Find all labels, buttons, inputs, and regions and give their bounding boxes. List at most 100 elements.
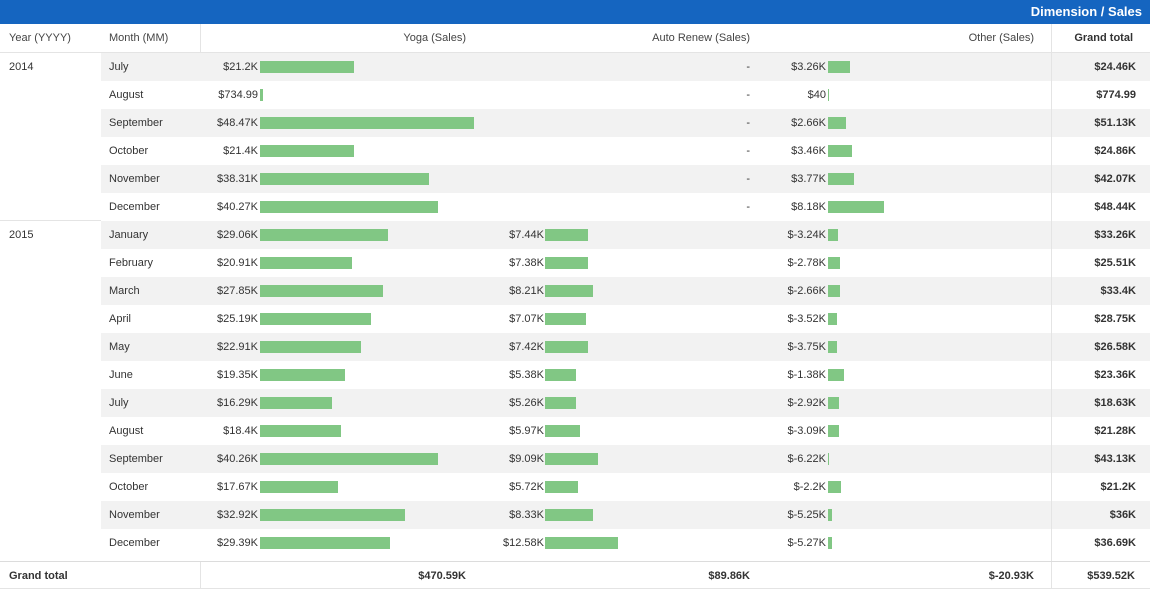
- year-group-divider: [0, 220, 101, 221]
- yoga-sales-value: $17.67K: [217, 481, 258, 493]
- row-background: [101, 445, 1150, 473]
- header-year[interactable]: Year (YYYY): [9, 32, 71, 44]
- table-row[interactable]: August $18.4K $5.97K $-3.09K $21.28K: [0, 417, 1150, 445]
- other-sales-bar: [828, 509, 832, 521]
- auto-renew-sales-bar: [545, 257, 588, 269]
- yoga-sales-bar: [260, 229, 389, 241]
- month-cell: July: [109, 397, 129, 409]
- other-sales-value: $-3.75K: [787, 341, 826, 353]
- row-grand-total: $42.07K: [1094, 173, 1136, 185]
- row-grand-total: $48.44K: [1094, 201, 1136, 213]
- table-row[interactable]: November $32.92K $8.33K $-5.25K $36K: [0, 501, 1150, 529]
- yoga-sales-bar: [260, 201, 438, 213]
- other-sales-bar: [828, 481, 842, 493]
- header-other-sales[interactable]: Other (Sales): [968, 32, 1034, 44]
- table-row[interactable]: December $40.27K - $8.18K $48.44K: [0, 193, 1150, 221]
- row-background: [101, 361, 1150, 389]
- other-sales-value: $-6.22K: [787, 453, 826, 465]
- month-cell: November: [109, 509, 160, 521]
- grand-total-other: $-20.93K: [988, 570, 1034, 582]
- auto-renew-sales-value: -: [746, 145, 750, 157]
- table-row[interactable]: February $20.91K $7.38K $-2.78K $25.51K: [0, 249, 1150, 277]
- other-sales-bar: [828, 173, 854, 185]
- table-row[interactable]: July $16.29K $5.26K $-2.92K $18.63K: [0, 389, 1150, 417]
- other-sales-bar: [828, 257, 840, 269]
- header-grand-total[interactable]: Grand total: [1074, 32, 1133, 44]
- other-sales-value: $-2.2K: [793, 481, 826, 493]
- auto-renew-sales-value: -: [746, 117, 750, 129]
- row-background: [101, 193, 1150, 221]
- month-cell: July: [109, 61, 129, 73]
- table-row[interactable]: November $38.31K - $3.77K $42.07K: [0, 165, 1150, 193]
- table-row[interactable]: March $27.85K $8.21K $-2.66K $33.4K: [0, 277, 1150, 305]
- yoga-sales-bar: [260, 453, 438, 465]
- table-row[interactable]: June $19.35K $5.38K $-1.38K $23.36K: [0, 361, 1150, 389]
- yoga-sales-bar: [260, 425, 342, 437]
- table-row[interactable]: April $25.19K $7.07K $-3.52K $28.75K: [0, 305, 1150, 333]
- yoga-sales-bar: [260, 61, 354, 73]
- month-cell: August: [109, 89, 144, 101]
- auto-renew-sales-bar: [545, 229, 589, 241]
- row-background: [101, 417, 1150, 445]
- grand-total-auto-renew: $89.86K: [708, 570, 750, 582]
- other-sales-value: $-3.24K: [787, 229, 826, 241]
- yoga-sales-value: $27.85K: [217, 285, 258, 297]
- yoga-sales-value: $18.4K: [223, 425, 258, 437]
- auto-renew-sales-bar: [545, 285, 593, 297]
- auto-renew-sales-bar: [545, 509, 594, 521]
- row-grand-total: $21.28K: [1094, 425, 1136, 437]
- yoga-sales-value: $48.47K: [217, 117, 258, 129]
- other-sales-value: $-2.78K: [787, 257, 826, 269]
- table-row[interactable]: August $734.99 - $40 $774.99: [0, 81, 1150, 109]
- other-sales-bar: [828, 453, 829, 465]
- other-sales-value: $-3.52K: [787, 313, 826, 325]
- header-month[interactable]: Month (MM): [109, 32, 169, 44]
- auto-renew-sales-bar: [545, 481, 579, 493]
- table-row[interactable]: 2015 January $29.06K $7.44K $-3.24K $33.26K: [0, 221, 1150, 249]
- header-yoga-sales[interactable]: Yoga (Sales): [403, 32, 466, 44]
- row-grand-total: $33.26K: [1094, 229, 1136, 241]
- other-sales-bar: [828, 397, 840, 409]
- table-row[interactable]: 2014 July $21.2K - $3.26K $24.46K: [0, 53, 1150, 81]
- table-row[interactable]: September $48.47K - $2.66K $51.13K: [0, 109, 1150, 137]
- grand-total-row: Grand total $470.59K $89.86K $-20.93K $5…: [0, 561, 1150, 589]
- month-cell: December: [109, 537, 160, 549]
- row-background: [101, 249, 1150, 277]
- other-sales-value: $-5.25K: [787, 509, 826, 521]
- yoga-sales-value: $16.29K: [217, 397, 258, 409]
- table-row[interactable]: October $21.4K - $3.46K $24.86K: [0, 137, 1150, 165]
- yoga-sales-bar: [260, 89, 264, 101]
- yoga-sales-bar: [260, 369, 346, 381]
- other-sales-value: $-2.66K: [787, 285, 826, 297]
- footer-divider: [1051, 562, 1052, 589]
- yoga-sales-value: $25.19K: [217, 313, 258, 325]
- row-grand-total: $21.2K: [1100, 481, 1136, 493]
- row-background: [101, 529, 1150, 557]
- other-sales-bar: [828, 285, 840, 297]
- row-grand-total: $24.46K: [1094, 61, 1136, 73]
- other-sales-value: $-3.09K: [787, 425, 826, 437]
- table-row[interactable]: September $40.26K $9.09K $-6.22K $43.13K: [0, 445, 1150, 473]
- table-row[interactable]: December $29.39K $12.58K $-5.27K $36.69K: [0, 529, 1150, 557]
- other-sales-value: $-5.27K: [787, 537, 826, 549]
- auto-renew-sales-bar: [545, 369, 577, 381]
- month-cell: January: [109, 229, 149, 241]
- table-row[interactable]: October $17.67K $5.72K $-2.2K $21.2K: [0, 473, 1150, 501]
- yoga-sales-value: $40.27K: [217, 201, 258, 213]
- column-header-row: Year (YYYY) Month (MM) Yoga (Sales) Auto…: [0, 24, 1150, 53]
- other-sales-bar: [828, 537, 832, 549]
- other-sales-bar: [828, 425, 839, 437]
- table-row[interactable]: May $22.91K $7.42K $-3.75K $26.58K: [0, 333, 1150, 361]
- auto-renew-sales-bar: [545, 397, 576, 409]
- month-cell: February: [109, 257, 154, 269]
- auto-renew-sales-value: $7.42K: [509, 341, 544, 353]
- year-cell: 2015: [9, 229, 34, 241]
- grand-total-divider: [1051, 24, 1052, 561]
- row-grand-total: $774.99: [1096, 89, 1136, 101]
- month-cell: April: [109, 313, 132, 325]
- yoga-sales-value: $21.2K: [223, 61, 258, 73]
- column-divider: [200, 24, 201, 53]
- auto-renew-sales-bar: [545, 313, 587, 325]
- grand-total-overall: $539.52K: [1087, 570, 1135, 582]
- header-auto-renew-sales[interactable]: Auto Renew (Sales): [652, 32, 750, 44]
